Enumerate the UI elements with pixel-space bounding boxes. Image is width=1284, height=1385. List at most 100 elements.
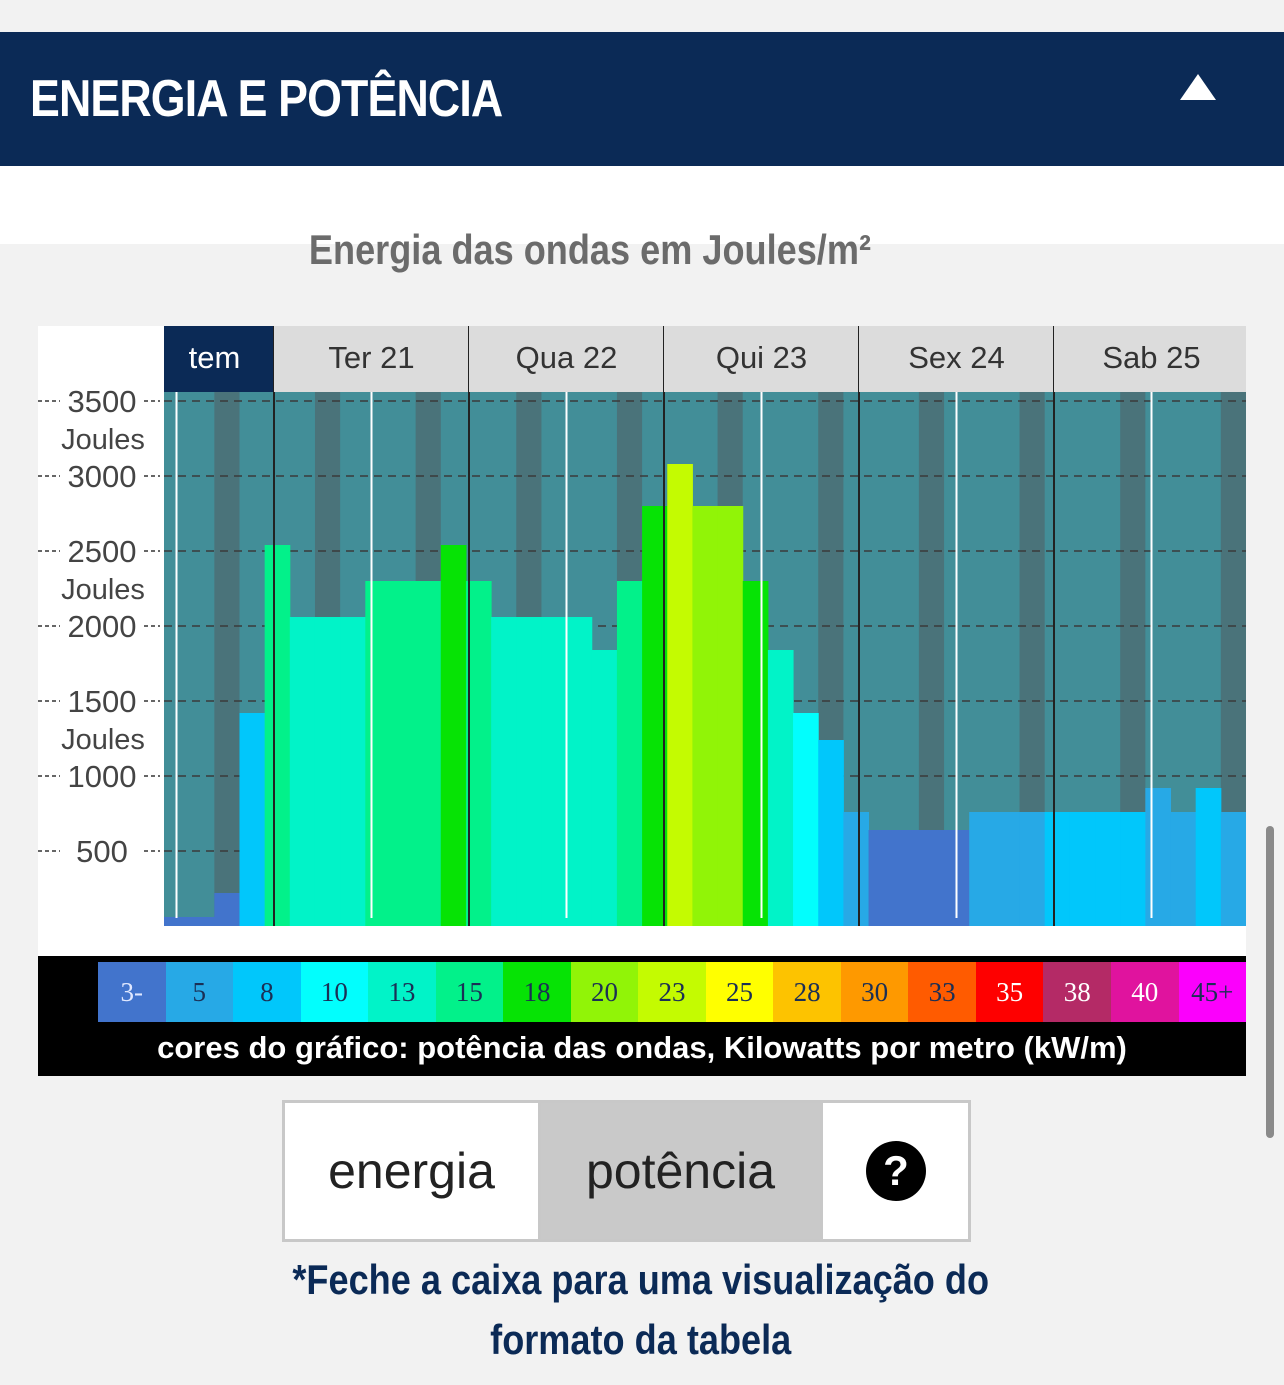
- legend-item: 35: [975, 962, 1044, 1022]
- bar: [314, 617, 341, 926]
- bar: [843, 812, 870, 926]
- table-format-note: *Feche a caixa para uma visualização do …: [0, 1250, 1281, 1370]
- bar: [415, 581, 442, 926]
- bar: [1145, 788, 1172, 926]
- y-unit-label: Joules: [61, 574, 145, 606]
- bar: [1095, 812, 1121, 926]
- legend-item: 13: [368, 962, 436, 1022]
- bar: [767, 650, 794, 926]
- legend-item: 5: [165, 962, 234, 1022]
- bar: [868, 830, 895, 926]
- legend-item: 15: [435, 962, 504, 1022]
- view-toggle: energia potência ?: [282, 1100, 971, 1242]
- chart-title: Energia das ondas em Joules/m²: [308, 226, 871, 273]
- bar: [667, 464, 693, 926]
- y-tick-label: 3000: [68, 459, 137, 494]
- question-circle-icon: ?: [865, 1141, 926, 1201]
- day-label: Sab 25: [1102, 340, 1200, 375]
- y-tick-label: 1000: [68, 759, 137, 794]
- spacer-band: [0, 166, 1284, 244]
- bar: [239, 713, 266, 926]
- bar: [365, 581, 391, 926]
- day-header-cell: [1054, 326, 1249, 392]
- header-mask: [38, 326, 164, 392]
- y-tick-label: 1500: [68, 684, 137, 719]
- legend-item: 30: [840, 962, 909, 1022]
- day-label: Qua 22: [516, 340, 618, 375]
- bar: [1170, 812, 1197, 926]
- note-line-2: formato da tabela: [490, 1316, 792, 1363]
- y-tick-label: 500: [76, 834, 128, 869]
- collapse-button[interactable]: [1176, 68, 1220, 108]
- bar: [516, 617, 542, 926]
- bar: [541, 617, 568, 926]
- day-label: Sex 24: [908, 340, 1005, 375]
- legend-item: 3-: [98, 962, 166, 1022]
- bar: [994, 812, 1021, 926]
- bar: [717, 506, 744, 926]
- bar: [969, 812, 995, 926]
- bar: [1044, 812, 1071, 926]
- legend-scale: 3- 5 8 10 13 15 18 20 23 25 28 30 33 35 38 40 45+: [98, 962, 1247, 1022]
- bar: [1069, 812, 1096, 926]
- bar: [566, 617, 593, 926]
- svg-text:?: ?: [883, 1147, 909, 1194]
- bar: [692, 506, 719, 926]
- bar: [340, 617, 366, 926]
- potencia-button[interactable]: potência: [541, 1103, 823, 1239]
- y-unit-label: Joules: [61, 424, 145, 456]
- day-header-cell: [664, 326, 858, 392]
- y-tick-label: 2000: [68, 609, 137, 644]
- day-header-cell: [274, 326, 468, 392]
- legend-item: 28: [773, 962, 841, 1022]
- note-line-1: *Feche a caixa para uma visualização do: [292, 1256, 990, 1303]
- chart-svg: tem Ter 21 Qua 22 Qui 23 Sex 24 Sab 25 3500 Jou…: [38, 326, 1249, 926]
- legend-item: 8: [233, 962, 301, 1022]
- triangle-up-icon: [1180, 74, 1216, 100]
- legend-item: 45+: [1178, 962, 1247, 1022]
- bar: [491, 617, 517, 926]
- legend-caption: cores do gráfico: potência das ondas, Ki…: [157, 1030, 1127, 1065]
- power-legend: 3- 5 8 10 13 15 18 20 23 25 28 30 33 35 38 40 45+ cores …: [38, 956, 1247, 1076]
- bar: [893, 830, 920, 926]
- bar: [164, 917, 190, 926]
- help-button[interactable]: ?: [823, 1103, 968, 1239]
- day-header-cell: [859, 326, 1053, 392]
- section-header[interactable]: ENERGIA E POTÊNCIA: [0, 32, 1284, 166]
- legend-item: 20: [570, 962, 639, 1022]
- bar: [390, 581, 417, 926]
- bar: [440, 545, 467, 926]
- energy-chart: tem Ter 21 Qua 22 Qui 23 Sex 24 Sab 25 3500 Jou…: [38, 326, 1249, 956]
- bar: [818, 740, 844, 926]
- day-label: Ter 21: [328, 340, 414, 375]
- legend-item: 38: [1043, 962, 1111, 1022]
- legend-item: 18: [503, 962, 571, 1022]
- bar: [616, 581, 643, 926]
- legend-item: 33: [908, 962, 976, 1022]
- legend-item: 25: [705, 962, 774, 1022]
- bar: [189, 917, 215, 926]
- day-header-cell: [469, 326, 663, 392]
- bar: [289, 617, 316, 926]
- bar: [1220, 812, 1247, 926]
- bar: [264, 545, 291, 926]
- bar: [918, 830, 945, 926]
- legend-item: 40: [1110, 962, 1179, 1022]
- y-tick-label: 3500: [68, 384, 137, 419]
- bar: [1120, 812, 1146, 926]
- background-stripe: [189, 392, 215, 926]
- bar: [793, 713, 819, 926]
- y-tick-label: 2500: [68, 534, 137, 569]
- bar: [591, 650, 618, 926]
- day-label: Qui 23: [716, 340, 807, 375]
- legend-item: 10: [300, 962, 369, 1022]
- energia-button[interactable]: energia: [285, 1103, 541, 1239]
- bar: [742, 581, 769, 926]
- bar: [465, 581, 492, 926]
- day-label: tem: [189, 340, 241, 375]
- page-scrollbar[interactable]: [1266, 826, 1274, 1138]
- day-header-cell: [164, 326, 273, 392]
- bar: [214, 893, 240, 926]
- bar: [1019, 812, 1046, 926]
- bar: [1195, 788, 1222, 926]
